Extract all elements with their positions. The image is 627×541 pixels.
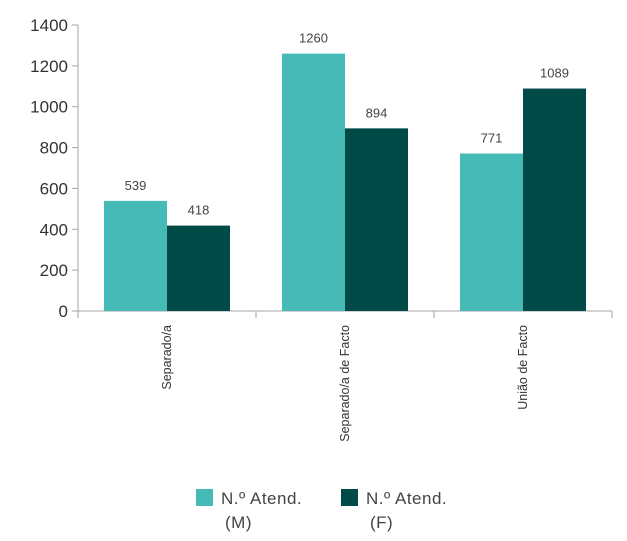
data-label: 1260 — [299, 31, 328, 46]
legend-label-f-line1: N.º Atend. — [366, 489, 448, 508]
y-tick-label: 1200 — [30, 57, 68, 76]
data-label: 418 — [188, 203, 210, 218]
legend-swatch-f — [341, 489, 358, 506]
bar-m — [282, 53, 345, 311]
category-label: Separado/a de Facto — [338, 325, 352, 442]
category-labels: Separado/a Separado/a de Facto União de Fa… — [160, 325, 530, 442]
legend-label-f-line2: (F) — [370, 513, 394, 532]
category-label: União de Facto — [516, 325, 530, 410]
bar-f — [523, 88, 586, 311]
y-axis: 0 200 400 600 800 1000 1200 1400 — [30, 16, 79, 321]
legend-label-m: N.º Atend. (M) — [221, 487, 331, 535]
x-axis — [72, 310, 613, 318]
legend-label-m-line2: (M) — [225, 513, 252, 532]
legend: N.º Atend. (M) N.º Atend. (F) — [196, 487, 496, 541]
bar-f — [167, 225, 230, 311]
category-label: Separado/a — [160, 325, 174, 390]
legend-label-f: N.º Atend. (F) — [366, 487, 476, 535]
legend-swatch-m — [196, 489, 213, 506]
data-labels: 539 418 1260 894 771 1089 — [125, 31, 569, 218]
y-tick-label: 200 — [40, 261, 68, 280]
bar-f — [345, 128, 408, 311]
data-label: 771 — [481, 130, 503, 145]
y-tick-label: 0 — [59, 302, 68, 321]
y-tick-label: 1000 — [30, 98, 68, 117]
legend-label-m-line1: N.º Atend. — [221, 489, 303, 508]
bars — [104, 53, 586, 311]
y-tick-label: 800 — [40, 139, 68, 158]
data-label: 894 — [366, 105, 388, 120]
bar-m — [104, 200, 167, 311]
y-tick-label: 400 — [40, 220, 68, 239]
y-tick-label: 600 — [40, 179, 68, 198]
bar-m — [460, 153, 523, 311]
bar-chart: 0 200 400 600 800 1000 1200 1400 539 418 1260 894 7… — [30, 16, 613, 442]
y-tick-label: 1400 — [30, 16, 68, 35]
data-label: 1089 — [540, 66, 569, 81]
data-label: 539 — [125, 178, 147, 193]
